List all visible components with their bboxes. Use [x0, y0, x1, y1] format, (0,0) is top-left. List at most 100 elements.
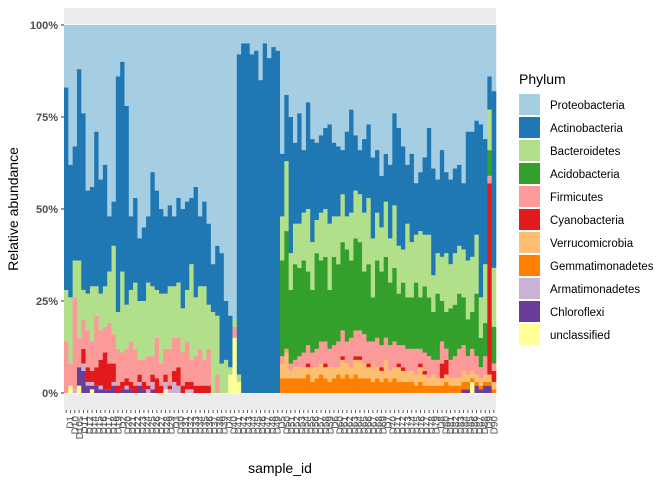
- bar-D3: [163, 25, 168, 393]
- bar-segment-bacteroidetes-4: [81, 289, 86, 320]
- bar-segment-actinobacteria-35: [215, 245, 220, 316]
- bar-segment-proteobacteria-71: [370, 25, 376, 158]
- bar-segment-actinobacteria-64: [340, 150, 346, 195]
- bar-D38: [202, 25, 207, 393]
- bar-segment-acidobacteria-71: [370, 297, 376, 342]
- bar-segment-firmicutes-1: [68, 363, 73, 386]
- bar-segment-bacteroidetes-92: [461, 249, 467, 298]
- bar-segment-verrucomicrobia-66: [349, 367, 354, 379]
- bar-segment-actinobacteria-37: [223, 301, 229, 360]
- x-tick-label-66: D7: [384, 416, 395, 429]
- bar-segment-cyanobacteria-6: [89, 370, 95, 382]
- bar-segment-cyanobacteria-64: [340, 356, 346, 360]
- bar-segment-chloroflexi-17: [137, 385, 143, 393]
- bar-segment-bacteroidetes-63: [336, 216, 341, 265]
- bar-segment-proteobacteria-7: [94, 25, 99, 132]
- legend-label-cyanobacteria: Cyanobacteria: [550, 215, 625, 227]
- bar-segment-actinobacteria-32: [202, 201, 207, 287]
- bar-segment-proteobacteria-93: [465, 25, 471, 132]
- bar-segment-armatimonadetes-28: [184, 389, 190, 393]
- bar-segment-acidobacteria-98: [487, 150, 492, 176]
- bar-segment-actinobacteria-9: [102, 164, 108, 287]
- x-tick-label-12: D20: [123, 416, 134, 435]
- bar-segment-actinobacteria-81: [413, 183, 419, 235]
- bar-segment-firmicutes-76: [392, 341, 397, 368]
- bar-segment-proteobacteria-28: [184, 25, 190, 202]
- bar-segment-acidobacteria-59: [318, 260, 324, 342]
- bar-segment-firmicutes-98: [487, 175, 492, 184]
- bar-D55: [284, 25, 289, 393]
- bar-segment-actinobacteria-47: [267, 58, 272, 394]
- bar-D40: [215, 25, 220, 393]
- bar-segment-actinobacteria-68: [357, 150, 363, 195]
- bar-segment-firmicutes-94: [470, 348, 475, 371]
- bar-segment-firmicutes-14: [124, 348, 130, 379]
- bar-D51: [267, 25, 272, 394]
- bar-segment-firmicutes-71: [370, 341, 376, 364]
- bar-segment-chloroflexi-95: [474, 385, 480, 393]
- bar-D98: [483, 25, 488, 393]
- bar-segment-chloroflexi-7: [94, 385, 99, 393]
- bar-segment-actinobacteria-79: [405, 164, 410, 224]
- bar-segment-actinobacteria-27: [180, 209, 186, 309]
- bar-segment-actinobacteria-8: [98, 179, 104, 294]
- bar-segment-proteobacteria-8: [98, 25, 104, 180]
- x-tick-label-59: D63: [350, 416, 361, 435]
- bar-segment-proteobacteria-57: [310, 25, 315, 121]
- legend-label-firmicutes: Firmicutes: [550, 192, 603, 204]
- bar-segment-proteobacteria-12: [115, 25, 121, 77]
- bar-D87: [435, 25, 441, 393]
- bar-segment-actinobacteria-83: [422, 157, 428, 235]
- x-tick-label-74: D77: [422, 416, 433, 435]
- bar-segment-firmicutes-35: [215, 374, 220, 393]
- x-tick-label-15: D23: [138, 416, 149, 435]
- bar-segment-bacteroidetes-39: [232, 319, 238, 327]
- bar-segment-actinobacteria-84: [426, 128, 432, 235]
- bar-segment-cyanobacteria-82: [418, 363, 423, 368]
- bar-segment-chloroflexi-97: [483, 385, 488, 393]
- bar-segment-verrucomicrobia-86: [435, 378, 441, 386]
- legend-label-chloroflexi: Chloroflexi: [550, 307, 604, 319]
- bar-segment-acidobacteria-90: [452, 304, 458, 357]
- bar-segment-proteobacteria-36: [219, 25, 225, 254]
- bar-segment-firmicutes-28: [184, 341, 190, 382]
- bar-segment-proteobacteria-88: [444, 25, 449, 173]
- bar-segment-bacteroidetes-20: [150, 286, 156, 357]
- x-tick-label-51: D56: [311, 416, 322, 435]
- bar-segment-verrucomicrobia-79: [405, 370, 410, 382]
- bar-segment-bacteroidetes-77: [396, 245, 402, 294]
- bar-segment-cyanobacteria-23: [163, 374, 168, 382]
- bar-segment-verrucomicrobia-64: [340, 359, 346, 379]
- bar-segment-actinobacteria-71: [370, 157, 376, 239]
- bar-segment-chloroflexi-98: [487, 385, 492, 393]
- bar-segment-gemmatimonadetes-64: [340, 378, 346, 393]
- bar-segment-firmicutes-87: [439, 341, 445, 364]
- bar-segment-cyanobacteria-88: [444, 359, 449, 375]
- bar-segment-unclassified-39: [232, 337, 238, 393]
- bar-segment-firmicutes-63: [336, 341, 341, 368]
- bar-segment-cyanobacteria-60: [323, 363, 328, 368]
- bar-segment-gemmatimonadetes-54: [297, 378, 302, 393]
- bar-segment-acidobacteria-53: [292, 264, 298, 360]
- bar-segment-firmicutes-52: [288, 363, 294, 371]
- bar-D64: [327, 25, 333, 393]
- bar-segment-acidobacteria-94: [470, 312, 475, 349]
- x-tick-label-64: D68: [374, 416, 385, 435]
- x-tick-label-60: D64: [355, 416, 366, 435]
- bar-segment-verrucomicrobia-94: [470, 370, 475, 379]
- bar-segment-proteobacteria-67: [353, 25, 359, 136]
- bar-segment-proteobacteria-5: [85, 25, 91, 191]
- bar-segment-gemmatimonadetes-56: [305, 374, 311, 393]
- bar-segment-bacteroidetes-62: [331, 216, 337, 257]
- bar-segment-firmicutes-13: [120, 352, 125, 382]
- bar-D67: [340, 25, 346, 393]
- bar-segment-acidobacteria-97: [483, 323, 488, 357]
- bar-segment-acidobacteria-96: [478, 337, 484, 368]
- bar-segment-acidobacteria-82: [418, 297, 423, 349]
- bar-segment-acidobacteria-81: [413, 282, 419, 349]
- bar-segment-firmicutes-99: [491, 363, 497, 371]
- bar-segment-actinobacteria-55: [301, 150, 307, 213]
- bar-segment-unclassified-40: [236, 381, 242, 393]
- bar-segment-verrucomicrobia-56: [305, 367, 311, 375]
- bar-segment-firmicutes-50: [280, 356, 285, 364]
